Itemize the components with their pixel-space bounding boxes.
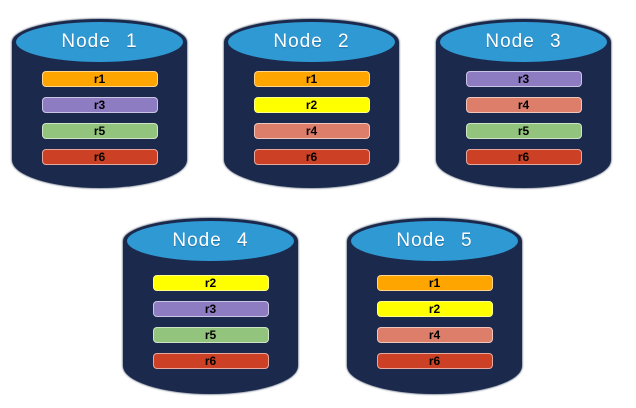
cylinder-top-ellipse: Node 5 [351,221,518,261]
node-cylinder: Node 1 r1 r3 r5 r6 [12,19,187,188]
record-bar: r3 [41,97,158,113]
node-title: Node 5 [396,230,473,251]
record-bar: r1 [253,71,370,87]
record-bar: r6 [41,149,158,165]
node-cylinder: Node 5 r1 r2 r4 r6 [347,218,522,394]
record-bar: r2 [376,301,493,317]
node-cylinder: Node 2 r1 r2 r4 r6 [224,19,399,188]
node-title: Node 2 [273,31,350,52]
record-bar: r6 [376,353,493,369]
node-cylinder: Node 3 r3 r4 r5 r6 [436,19,611,188]
cylinder-top-ellipse: Node 2 [228,22,395,62]
record-bar: r6 [465,149,582,165]
cylinder-top-ellipse: Node 3 [440,22,607,62]
record-bar: r4 [253,123,370,139]
node-title: Node 1 [61,31,138,52]
record-list: r1 r2 r4 r6 [347,275,522,369]
record-list: r2 r3 r5 r6 [123,275,298,369]
record-bar: r3 [152,301,269,317]
record-bar: r5 [152,327,269,343]
record-list: r1 r2 r4 r6 [224,71,399,165]
node-title: Node 3 [485,31,562,52]
record-bar: r6 [253,149,370,165]
cylinder-top-ellipse: Node 1 [16,22,183,62]
record-bar: r4 [465,97,582,113]
node-cylinder: Node 4 r2 r3 r5 r6 [123,218,298,394]
node-title: Node 4 [172,230,249,251]
record-list: r3 r4 r5 r6 [436,71,611,165]
record-bar: r2 [253,97,370,113]
record-bar: r1 [41,71,158,87]
record-list: r1 r3 r5 r6 [12,71,187,165]
record-bar: r4 [376,327,493,343]
cylinder-top-ellipse: Node 4 [127,221,294,261]
record-bar: r5 [41,123,158,139]
record-bar: r2 [152,275,269,291]
record-bar: r5 [465,123,582,139]
record-bar: r1 [376,275,493,291]
record-bar: r3 [465,71,582,87]
record-bar: r6 [152,353,269,369]
